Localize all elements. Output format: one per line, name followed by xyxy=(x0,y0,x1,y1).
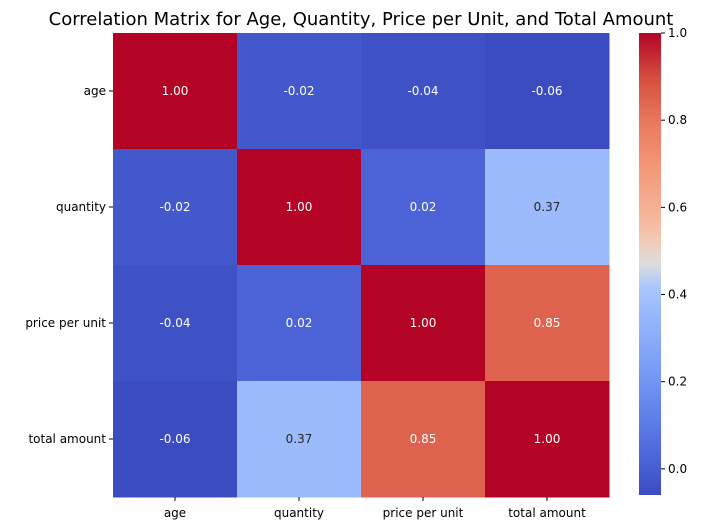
colorbar-tick-label: 1.0 xyxy=(668,26,687,40)
x-tick-label: price per unit xyxy=(383,506,464,520)
heatmap-cell xyxy=(485,381,610,498)
colorbar-tick-label: 0.8 xyxy=(668,113,687,127)
x-tick-label: total amount xyxy=(508,506,586,520)
x-tick-label: quantity xyxy=(274,506,324,520)
heatmap-cell xyxy=(361,381,486,498)
cell-value-label: 1.00 xyxy=(286,200,313,214)
colorbar-tick-label: 0.4 xyxy=(668,288,687,302)
cell-value-label: 0.85 xyxy=(410,432,437,446)
heatmap-cell xyxy=(361,265,486,382)
colorbar-tick-label: 0.2 xyxy=(668,375,687,389)
heatmap-cell xyxy=(237,381,362,498)
cell-value-label: -0.06 xyxy=(531,84,562,98)
cell-value-label: 0.02 xyxy=(410,200,437,214)
colorbar: 0.0 0.2 0.4 0.6 0.8 1.0 xyxy=(639,26,687,495)
heatmap-cell xyxy=(485,33,610,150)
heatmap-cell xyxy=(237,33,362,150)
y-tick-label: total amount xyxy=(28,432,106,446)
y-tick-label: quantity xyxy=(56,200,106,214)
colorbar-tick-label: 0.0 xyxy=(668,462,687,476)
cell-value-label: 0.02 xyxy=(286,316,313,330)
cell-value-label: 0.85 xyxy=(534,316,561,330)
cell-value-label: -0.02 xyxy=(283,84,314,98)
chart-title: Correlation Matrix for Age, Quantity, Pr… xyxy=(49,9,674,30)
cell-value-label: 0.37 xyxy=(534,200,561,214)
heatmap-cell xyxy=(361,33,486,150)
cell-value-label: -0.04 xyxy=(407,84,438,98)
heatmap-cell xyxy=(485,149,610,266)
heatmap-cell xyxy=(113,381,238,498)
heatmap-cell xyxy=(361,149,486,266)
heatmap-cell xyxy=(113,265,238,382)
heatmap-cell xyxy=(237,265,362,382)
y-tick-label: price per unit xyxy=(25,316,106,330)
x-tick-label: age xyxy=(164,506,186,520)
heatmap-cell xyxy=(113,149,238,266)
heatmap-cell xyxy=(485,265,610,382)
heatmap-cell xyxy=(237,149,362,266)
colorbar-ticks: 0.0 0.2 0.4 0.6 0.8 1.0 xyxy=(661,26,687,476)
colorbar-gradient xyxy=(639,33,661,495)
y-tick-label: age xyxy=(84,84,106,98)
cell-value-label: -0.04 xyxy=(159,316,190,330)
cell-value-label: 1.00 xyxy=(162,84,189,98)
cell-value-label: 1.00 xyxy=(410,316,437,330)
heatmap-cell xyxy=(113,33,238,150)
cell-value-label: 1.00 xyxy=(534,432,561,446)
colorbar-tick-label: 0.6 xyxy=(668,200,687,214)
cell-value-label: 0.37 xyxy=(286,432,313,446)
cell-value-label: -0.02 xyxy=(159,200,190,214)
x-axis-ticks: age quantity price per unit total amount xyxy=(164,497,586,520)
heatmap-cells: 1.00 -0.02 -0.04 -0.06 -0.02 1.00 0.02 0.37 -0.0… xyxy=(113,33,610,498)
y-axis-ticks: age quantity price per unit total amount xyxy=(25,84,113,446)
cell-value-label: -0.06 xyxy=(159,432,190,446)
